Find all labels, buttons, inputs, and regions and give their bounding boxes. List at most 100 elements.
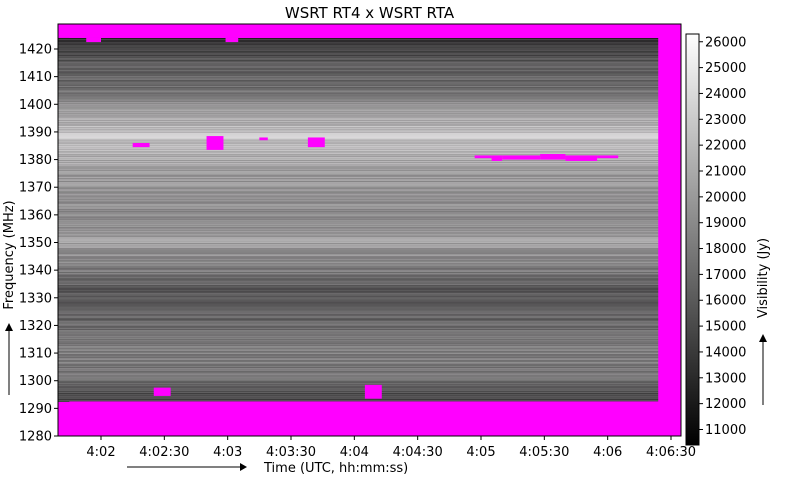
spectrogram-channel — [58, 142, 659, 144]
spectrogram-channel — [58, 61, 659, 63]
spectrogram-channel — [58, 218, 659, 220]
spectrogram-channel — [58, 97, 659, 99]
spectrogram-channel — [58, 222, 659, 224]
spectrogram-channel — [58, 118, 659, 120]
spectrogram-channel — [58, 375, 659, 377]
y-axis-label: Frequency (MHz) — [2, 200, 17, 309]
spectrogram-channel — [58, 248, 659, 250]
spectrogram-channel — [58, 370, 659, 372]
spectrogram-channel — [58, 342, 659, 344]
spectrogram-channel — [58, 252, 659, 254]
spectrogram-channel — [58, 163, 659, 165]
spectrogram-channel — [58, 126, 659, 128]
spectrogram-channel — [58, 240, 659, 242]
spectrogram-channel — [58, 109, 659, 111]
spectrogram-channel — [58, 89, 659, 91]
spectrogram-channel — [58, 321, 659, 323]
spectrogram-channel — [58, 181, 659, 183]
spectrogram-channel — [58, 293, 659, 295]
spectrogram-channel — [58, 84, 659, 86]
spectrogram-channel — [58, 254, 659, 256]
spectrogram-channel — [58, 68, 659, 70]
spectrogram-channel — [58, 102, 659, 104]
spectrogram-channel — [58, 303, 659, 305]
flagged-region — [225, 37, 239, 43]
spectrogram-channel — [58, 363, 659, 365]
spectrogram-channel — [58, 329, 659, 331]
spectrogram-channel — [58, 49, 659, 51]
spectrogram-channel — [58, 272, 659, 274]
spectrogram-channel — [58, 365, 659, 367]
y-tick-label: 1360 — [19, 208, 52, 223]
spectrogram-channel — [58, 114, 659, 116]
spectrogram-channel — [58, 215, 659, 217]
spectrogram-channel — [58, 301, 659, 303]
spectrogram-channel — [58, 261, 659, 263]
spectrogram-channel — [58, 292, 659, 294]
spectrogram-channel — [58, 183, 659, 185]
spectrogram-channel — [58, 146, 659, 148]
spectrogram-channel — [58, 186, 659, 188]
y-tick-label: 1340 — [19, 264, 52, 279]
spectrogram-channel — [58, 325, 659, 327]
spectrogram-channel — [58, 315, 659, 317]
spectrogram-channel — [58, 182, 659, 184]
spectrogram-channel — [58, 330, 659, 332]
spectrogram-channel — [58, 277, 659, 279]
spectrogram-channel — [58, 376, 659, 378]
spectrogram-channel — [58, 103, 659, 105]
colorbar-tick-label: 23000 — [705, 113, 746, 128]
spectrogram-channel — [58, 59, 659, 61]
spectrogram-channel — [58, 227, 659, 229]
spectrogram-channel — [58, 358, 659, 360]
spectrogram-channel — [58, 133, 659, 135]
spectrogram-channel — [58, 98, 659, 100]
spectrogram-channel — [58, 328, 659, 330]
spectrogram-channel — [58, 398, 659, 400]
spectrogram-channel — [58, 296, 659, 298]
y-tick-label: 1350 — [19, 236, 52, 251]
flagged-region — [206, 136, 224, 150]
colorbar-tick-label: 13000 — [705, 371, 746, 386]
spectrogram-channel — [58, 47, 659, 49]
x-tick-label: 4:02 — [86, 445, 115, 460]
flagged-region — [307, 137, 325, 148]
spectrogram-channel — [58, 193, 659, 195]
spectrogram-channel — [58, 273, 659, 275]
spectrogram-channel — [58, 179, 659, 181]
spectrogram-channel — [58, 170, 659, 172]
spectrogram-channel — [58, 295, 659, 297]
spectrogram-channel — [58, 373, 659, 375]
spectrogram-channel — [58, 157, 659, 159]
spectrogram-channel — [58, 364, 659, 366]
spectrogram-channel — [58, 119, 659, 121]
spectrogram-channel — [58, 220, 659, 222]
spectrogram-channel — [58, 55, 659, 57]
y-tick-label: 1320 — [19, 319, 52, 334]
colorbar-tick-label: 15000 — [705, 320, 746, 335]
spectrogram-channel — [58, 356, 659, 358]
spectrogram-channel — [58, 117, 659, 119]
spectrogram-channel — [58, 173, 659, 175]
spectrogram-channel — [58, 246, 659, 248]
spectrogram-channel — [58, 339, 659, 341]
spectrogram-channel — [58, 194, 659, 196]
colorbar-arrowhead — [759, 334, 767, 342]
spectrogram-channel — [58, 53, 659, 55]
spectrogram-channel — [58, 352, 659, 354]
spectrogram-channel — [58, 60, 659, 62]
spectrogram-channel — [58, 65, 659, 67]
spectrogram-channel — [58, 345, 659, 347]
spectrogram-channel — [58, 379, 659, 381]
spectrogram-channel — [58, 340, 659, 342]
spectrogram-channel — [58, 90, 659, 92]
spectrogram-channel — [58, 230, 659, 232]
spectrogram-channel — [58, 349, 659, 351]
chart-title: WSRT RT4 x WSRT RTA — [285, 4, 455, 22]
spectrogram-channel — [58, 100, 659, 102]
spectrogram-channel — [58, 336, 659, 338]
spectrogram-channel — [58, 124, 659, 126]
spectrogram-channel — [58, 338, 659, 340]
spectrogram-channel — [58, 105, 659, 107]
colorbar-tick-label: 11000 — [705, 423, 746, 438]
